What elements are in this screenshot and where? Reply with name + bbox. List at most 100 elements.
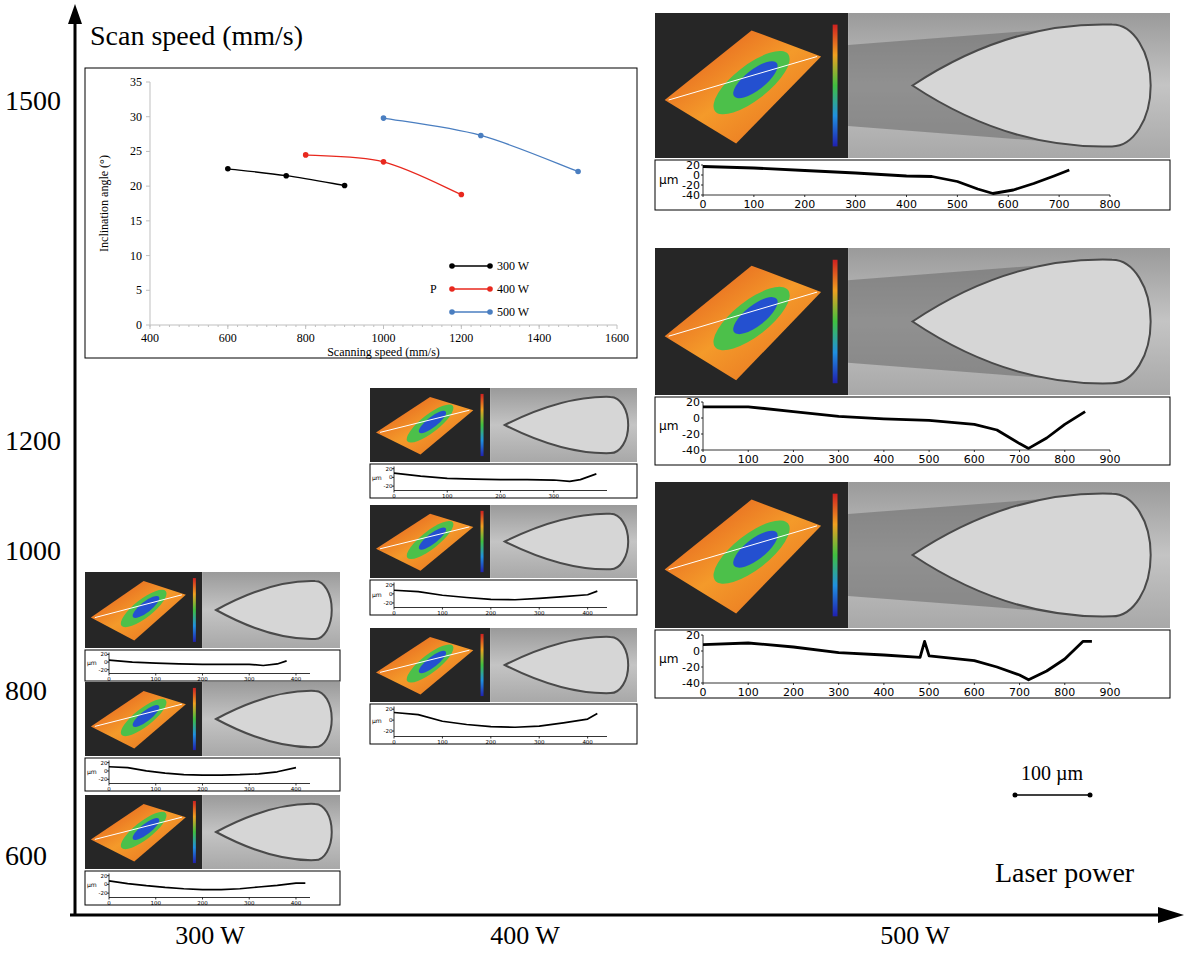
profile-x-tick-label: 600	[964, 686, 985, 699]
scale-bar	[1015, 794, 1090, 796]
data-point	[225, 166, 231, 172]
x-tick-label: 400	[141, 331, 159, 345]
profile-x-tick-label: 0	[107, 786, 111, 792]
surface	[665, 30, 821, 143]
profile-y-tick	[701, 418, 703, 419]
y-axis-arrow	[74, 22, 77, 915]
profile-y-tick-label: 0	[389, 591, 393, 597]
profile-y-tick-label: 0	[693, 412, 700, 425]
profile-x-tick-label: 300	[244, 786, 255, 792]
profile-x-tick-label: 200	[486, 610, 497, 616]
profile-x-tick-label: 800	[1054, 686, 1075, 699]
profile-y-axis	[394, 467, 395, 491]
profile-y-tick-label: -20	[682, 428, 700, 441]
profile-y-label: µm	[372, 717, 382, 725]
panel: µm200-20-400100200300400500600700800900	[655, 248, 1170, 466]
micrograph	[490, 505, 637, 578]
profile-x-tick-label: 300	[828, 686, 849, 699]
legend-title: P	[430, 282, 437, 296]
profile-plot	[109, 881, 305, 890]
profile-y-axis	[703, 635, 704, 683]
data-point	[459, 192, 465, 198]
profile-x-tick-label: 200	[197, 676, 208, 682]
profile-x-tick	[1110, 195, 1111, 197]
profile-y-label: µm	[372, 591, 382, 599]
profile-x-tick	[855, 195, 856, 197]
profile-x-tick-label: 700	[1049, 198, 1070, 211]
minor-tick	[334, 325, 335, 327]
profile-x-tick-label: 200	[794, 198, 815, 211]
profile-y-tick	[701, 651, 703, 652]
legend-marker	[487, 286, 493, 292]
profile-y-tick-label: 20	[686, 629, 700, 642]
color-bar	[193, 578, 196, 642]
profile-frame	[85, 871, 340, 905]
minor-tick	[607, 325, 608, 327]
y-tick	[146, 116, 150, 117]
profile-curve	[394, 590, 597, 600]
profile-x-tick-label: 300	[828, 453, 849, 466]
profile-y-tick-label: 20	[101, 760, 108, 766]
profile-x-tick-label: 100	[738, 686, 759, 699]
panel: µm200-200100200300400	[85, 795, 340, 906]
profile-x-tick-label: 0	[107, 676, 111, 682]
profile-frame	[370, 464, 637, 498]
minor-tick	[490, 325, 491, 327]
minor-tick	[364, 325, 365, 327]
profile-x-tick-label: 100	[743, 198, 764, 211]
series-line	[306, 155, 462, 195]
micrograph	[202, 572, 340, 648]
profile-y-label: µm	[372, 474, 382, 482]
profile-y-label: µm	[87, 881, 97, 889]
surface-mid	[116, 693, 171, 742]
x-tick-label: 600	[219, 331, 237, 345]
profile-x-tick	[838, 450, 839, 452]
inset-frame	[85, 68, 637, 358]
minor-tick	[597, 325, 598, 327]
series-line	[228, 169, 345, 186]
profile-x-tick-label: 700	[1009, 453, 1030, 466]
profile-plot	[703, 167, 1069, 194]
profile-y-tick-label: 20	[686, 396, 700, 409]
data-point	[303, 152, 309, 158]
profile-plot	[703, 407, 1085, 449]
surface	[91, 581, 186, 640]
minor-tick	[578, 325, 579, 327]
profile-x-tick	[929, 683, 930, 685]
profile-x-axis	[109, 897, 310, 898]
profile-plot	[394, 473, 596, 481]
profile-y-label: µm	[659, 419, 678, 433]
minor-tick	[432, 325, 433, 327]
surface	[376, 637, 473, 695]
minor-tick	[169, 325, 170, 327]
profile-curve	[703, 407, 1085, 449]
profile-y-axis	[109, 653, 110, 674]
profile-y-tick-label: 0	[389, 474, 393, 480]
profile-y-tick-label: 0	[104, 768, 108, 774]
profile-x-axis	[394, 736, 607, 737]
surface-mid	[116, 584, 172, 633]
y-tick	[146, 151, 150, 152]
y-tick-label: 5	[136, 283, 142, 297]
profile-x-tick-label: 300	[549, 493, 560, 499]
profile-x-tick-label: 900	[1100, 453, 1121, 466]
profile-x-tick-label: 300	[845, 198, 866, 211]
profile-x-tick	[793, 450, 794, 452]
profile-x-tick-label: 400	[291, 786, 302, 792]
x-tick-label: 1200	[449, 331, 473, 345]
y-axis-line	[150, 82, 151, 325]
profile-x-tick-label: 500	[919, 686, 940, 699]
profile-curve	[394, 473, 596, 481]
surface-scan	[85, 795, 202, 869]
minor-tick	[325, 325, 326, 327]
surface-mid	[704, 40, 798, 124]
profile-x-tick-label: 300	[244, 676, 255, 682]
profile-x-tick-label: 100	[437, 610, 448, 616]
plot-area	[225, 115, 581, 197]
minor-tick	[305, 325, 306, 327]
profile-y-tick	[701, 185, 703, 186]
micrograph	[202, 795, 340, 869]
profile-frame	[655, 630, 1170, 698]
arrow-head	[68, 4, 82, 24]
minor-tick	[373, 325, 374, 327]
